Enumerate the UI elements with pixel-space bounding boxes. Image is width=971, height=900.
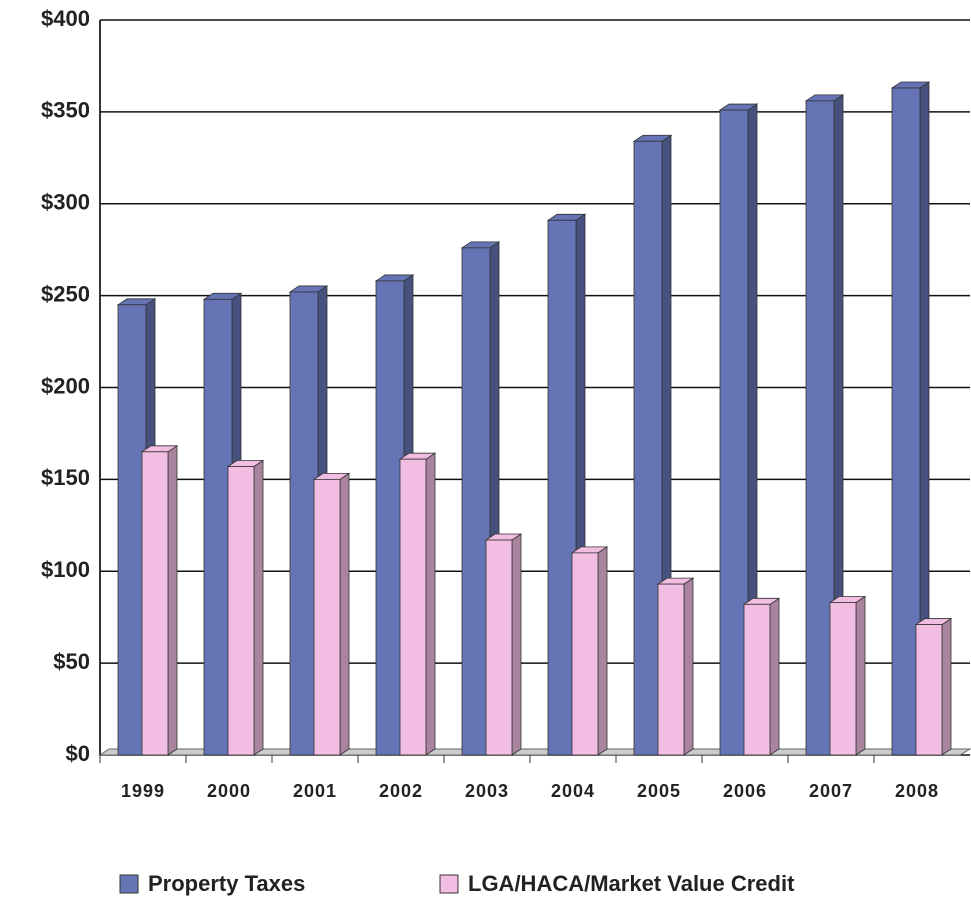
x-tick-label: 1999	[121, 781, 165, 801]
x-tick-label: 2002	[379, 781, 423, 801]
legend-swatch	[439, 874, 459, 894]
bar	[289, 291, 319, 756]
bar	[485, 539, 513, 756]
bar	[141, 451, 169, 756]
bar	[313, 478, 341, 756]
y-tick-label: $400	[41, 6, 90, 31]
y-tick-label: $150	[41, 465, 90, 490]
bar	[117, 304, 147, 756]
bar	[633, 140, 663, 756]
bar-side	[253, 459, 264, 756]
bar	[461, 247, 491, 756]
bar-side	[683, 577, 694, 756]
y-tick-label: $100	[41, 557, 90, 582]
bar-side	[941, 617, 952, 756]
x-tick-label: 2006	[723, 781, 767, 801]
x-tick-label: 2005	[637, 781, 681, 801]
y-tick-label: $50	[53, 649, 90, 674]
x-tick-label: 2004	[551, 781, 595, 801]
y-tick-label: $200	[41, 373, 90, 398]
bar	[399, 458, 427, 756]
bar	[547, 219, 577, 756]
legend-swatch	[119, 874, 139, 894]
bar-side	[511, 533, 522, 756]
bar	[915, 624, 943, 756]
x-tick-label: 2003	[465, 781, 509, 801]
bar	[829, 602, 857, 756]
bar	[743, 603, 771, 756]
bar	[805, 100, 835, 756]
bar-side	[597, 546, 608, 756]
bar	[227, 466, 255, 756]
y-tick-label: $0	[66, 741, 90, 766]
bar	[657, 583, 685, 756]
y-tick-label: $300	[41, 190, 90, 215]
bar	[571, 552, 599, 756]
y-tick-label: $350	[41, 98, 90, 123]
bar-side	[339, 472, 350, 756]
bar	[891, 87, 921, 756]
y-tick-label: $250	[41, 281, 90, 306]
x-tick-label: 2001	[293, 781, 337, 801]
bar-side	[425, 452, 436, 756]
bar-side	[769, 597, 780, 756]
x-tick-label: 2008	[895, 781, 939, 801]
x-tick-label: 2007	[809, 781, 853, 801]
legend-label: LGA/HACA/Market Value Credit	[468, 871, 795, 896]
legend-label: Property Taxes	[148, 871, 305, 896]
bar	[719, 109, 749, 756]
bar-side	[167, 445, 178, 756]
x-tick-label: 2000	[207, 781, 251, 801]
bar	[375, 280, 405, 756]
bar-side	[855, 595, 866, 756]
bar	[203, 298, 233, 756]
